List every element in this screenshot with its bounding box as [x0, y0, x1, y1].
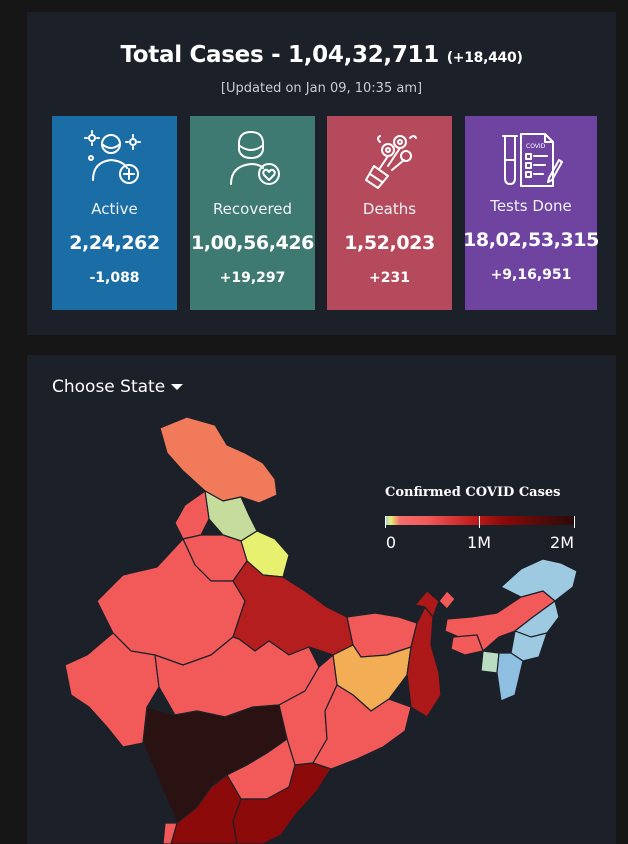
caret-down-icon [171, 384, 184, 390]
state-meghalaya[interactable] [450, 634, 484, 656]
deaths-delta: +231 [369, 270, 410, 286]
updated-timestamp: [Updated on Jan 09, 10:35 am] [220, 81, 423, 96]
deaths-value: 1,52,023 [344, 232, 435, 254]
patient-plus-icon [83, 130, 141, 184]
legend-color-scale [385, 516, 575, 525]
active-value: 2,24,262 [69, 232, 160, 254]
map-panel: Choose State Confirmed COVID Cases 0 1M … [27, 355, 616, 844]
total-cases-text: Total Cases - 1,04,32,711 [120, 42, 439, 68]
state-sikkim[interactable] [438, 590, 456, 610]
india-choropleth-map[interactable] [27, 355, 616, 844]
active-delta: -1,088 [89, 270, 140, 286]
total-cases-title: Total Cases - 1,04,32,711 (+18,440) [27, 42, 616, 68]
legend-tick-0 [385, 516, 386, 528]
state-west-bengal[interactable] [406, 606, 442, 718]
state-west-bengal-north[interactable] [414, 590, 440, 618]
state-tripura[interactable] [480, 650, 500, 674]
state-karnataka[interactable] [170, 774, 242, 844]
svg-text:COVID: COVID [526, 143, 546, 150]
legend-tick-1m [479, 516, 480, 528]
tests-label: Tests Done [490, 197, 572, 215]
active-card: Active 2,24,262 -1,088 [52, 116, 177, 310]
state-andhra-pradesh[interactable] [232, 762, 332, 844]
legend-label-0: 0 [385, 533, 397, 552]
legend-tick-2m [574, 516, 575, 528]
test-report-icon: COVID [502, 133, 563, 187]
state-goa[interactable] [162, 822, 178, 844]
choose-state-dropdown[interactable]: Choose State [52, 377, 184, 397]
deaths-card: Deaths 1,52,023 +231 [327, 116, 452, 310]
state-uttar-pradesh[interactable] [232, 560, 354, 656]
recovered-delta: +19,297 [219, 270, 286, 286]
legend-label-2m: 2M [550, 533, 574, 552]
tests-delta: +9,16,951 [490, 267, 572, 283]
flowers-icon [364, 135, 417, 189]
state-punjab[interactable] [174, 490, 210, 540]
state-jammu-kashmir[interactable] [159, 416, 278, 504]
tests-value: 18,02,53,315 [463, 229, 599, 251]
recovered-label: Recovered [212, 200, 293, 218]
state-mizoram[interactable] [496, 652, 524, 702]
recovered-card: Recovered 1,00,56,426 +19,297 [190, 116, 315, 310]
deaths-label: Deaths [362, 200, 417, 218]
choose-state-label: Choose State [52, 377, 166, 397]
total-cases-delta: (+18,440) [446, 50, 523, 66]
legend-title: Confirmed COVID Cases [385, 485, 561, 500]
tests-card: COVID Tests Done 18,02,53,315 +9,16,951 [463, 116, 599, 310]
recovered-value: 1,00,56,426 [190, 232, 314, 254]
recovered-heart-icon [229, 131, 280, 185]
state-arunachal[interactable] [500, 558, 578, 602]
active-label: Active [91, 200, 138, 218]
summary-panel: Total Cases - 1,04,32,711 (+18,440) [Upd… [27, 12, 616, 335]
legend-label-1m: 1M [467, 533, 491, 552]
